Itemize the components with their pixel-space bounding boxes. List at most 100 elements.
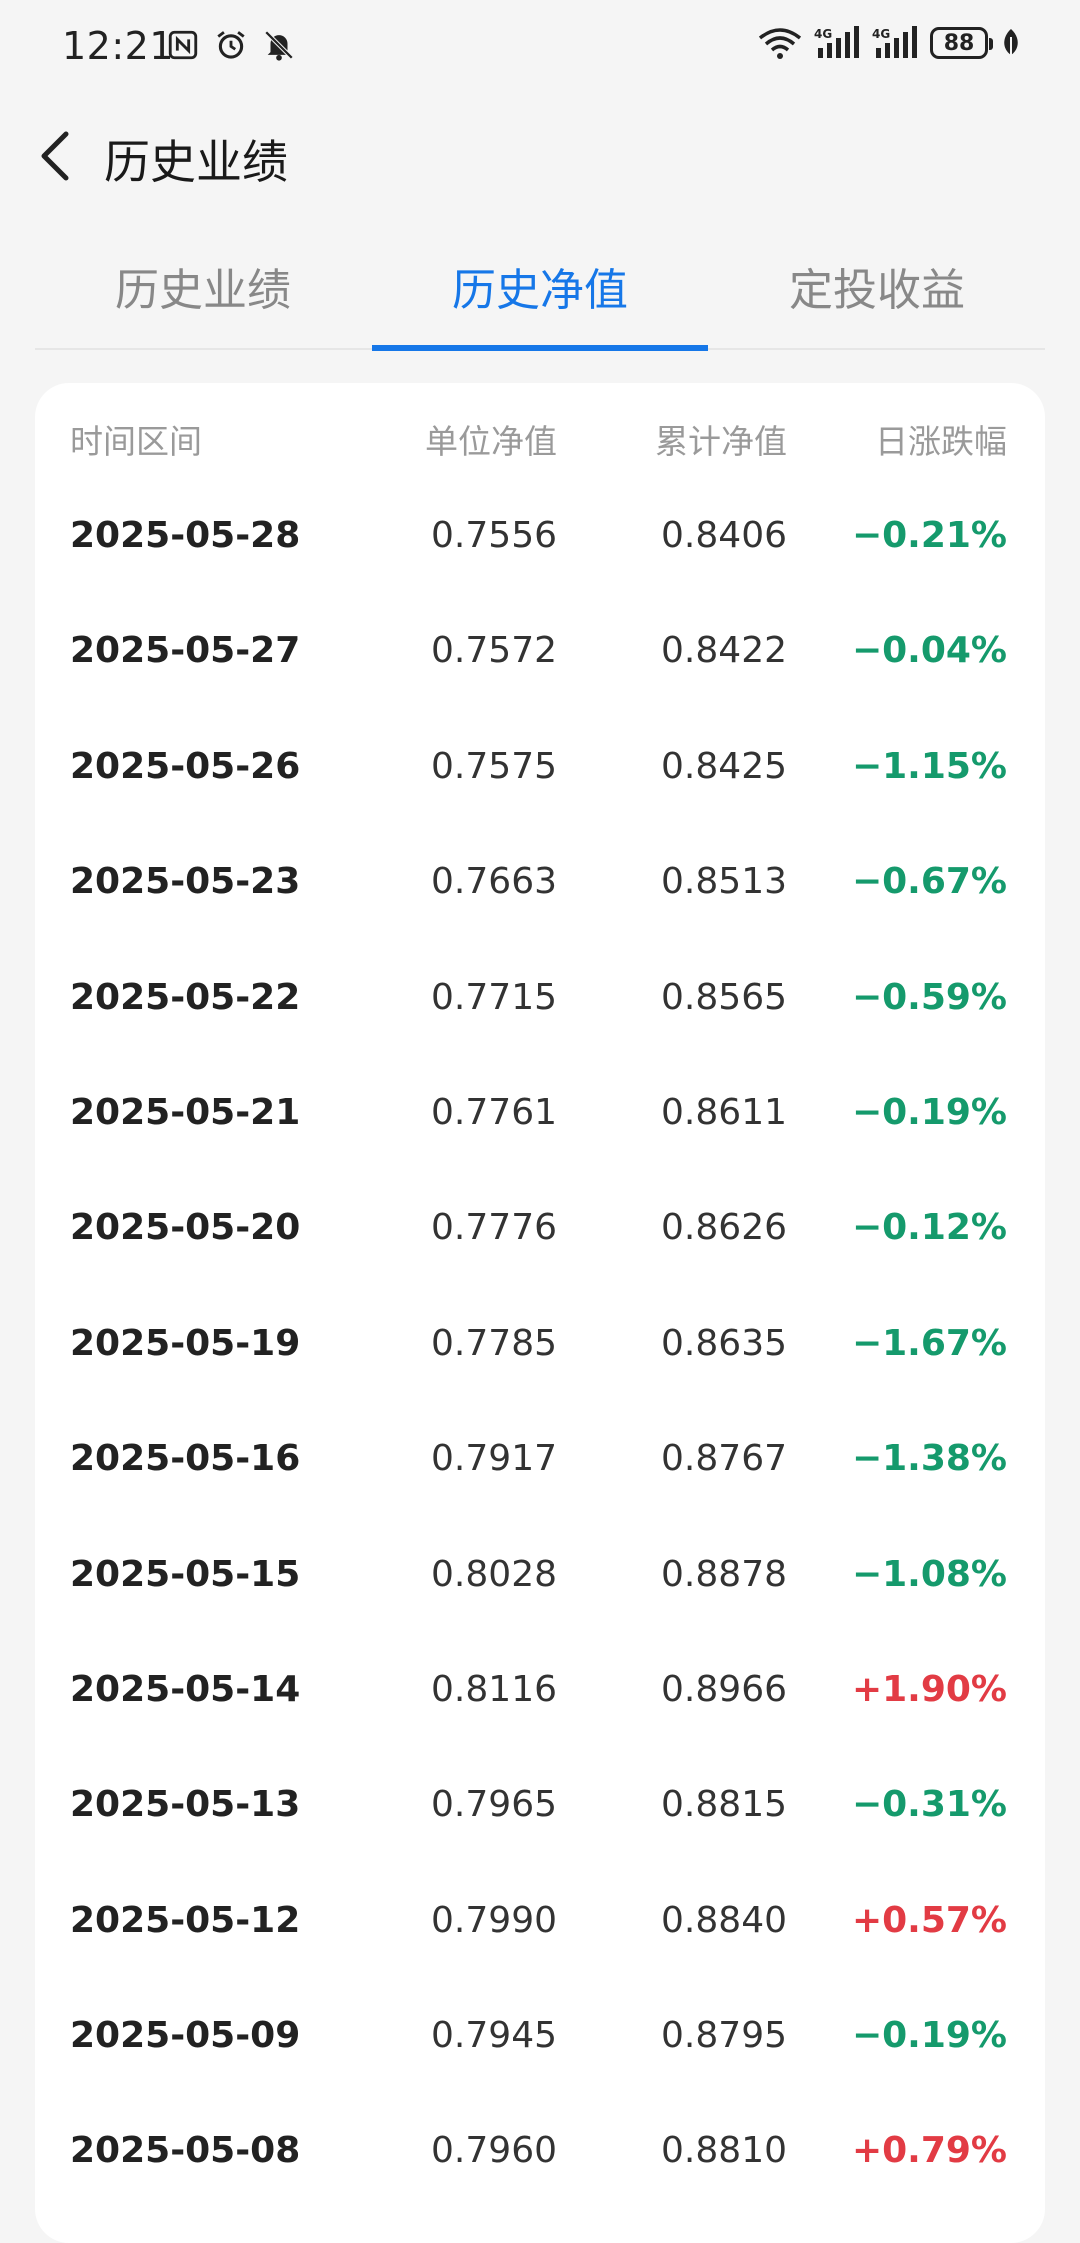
row-acc-nav: 0.8513: [661, 861, 787, 903]
row-date: 2025-05-28: [70, 515, 301, 556]
battery-icon: 88: [930, 27, 993, 59]
row-daily-change: −1.67%: [851, 1322, 1007, 1364]
row-daily-change: −0.67%: [851, 861, 1007, 903]
row-acc-nav: 0.8840: [661, 1899, 787, 1941]
leaf-icon: [1004, 29, 1018, 57]
row-date: 2025-05-12: [70, 1899, 301, 1941]
table-row[interactable]: 2025-05-16 0.7917 0.8767 −1.38%: [35, 1431, 1045, 1546]
row-daily-change: +0.79%: [851, 2130, 1007, 2172]
row-unit-nav: 0.7663: [431, 861, 557, 903]
row-acc-nav: 0.8635: [661, 1322, 787, 1364]
table-row[interactable]: 2025-05-23 0.7663 0.8513 −0.67%: [35, 854, 1045, 969]
table-row[interactable]: 2025-05-20 0.7776 0.8626 −0.12%: [35, 1200, 1045, 1315]
row-unit-nav: 0.7965: [431, 1784, 557, 1826]
row-acc-nav: 0.8611: [661, 1091, 787, 1133]
row-daily-change: −0.59%: [851, 976, 1007, 1018]
row-date: 2025-05-19: [70, 1322, 301, 1364]
bell-muted-icon: [264, 30, 294, 61]
row-date: 2025-05-20: [70, 1207, 301, 1249]
row-daily-change: −0.12%: [851, 1207, 1007, 1249]
signal-icon: 4G: [814, 26, 859, 58]
table-row[interactable]: 2025-05-19 0.7785 0.8635 −1.67%: [35, 1316, 1045, 1431]
row-unit-nav: 0.7990: [431, 1899, 557, 1941]
row-acc-nav: 0.8422: [661, 630, 787, 672]
row-unit-nav: 0.8028: [431, 1553, 557, 1595]
status-time: 12:21: [62, 24, 175, 68]
row-unit-nav: 0.7761: [431, 1091, 557, 1133]
row-daily-change: −0.31%: [851, 1784, 1007, 1826]
row-date: 2025-05-16: [70, 1438, 301, 1480]
table-row[interactable]: 2025-05-08 0.7960 0.8810 +0.79%: [35, 2123, 1045, 2238]
table-header: 时间区间 单位净值 累计净值 日涨跌幅: [35, 415, 1045, 475]
row-date: 2025-05-08: [70, 2130, 301, 2172]
tab-history-nav[interactable]: 历史净值: [452, 265, 628, 316]
row-acc-nav: 0.8795: [661, 2015, 787, 2057]
table-row[interactable]: 2025-05-13 0.7965 0.8815 −0.31%: [35, 1777, 1045, 1892]
row-daily-change: −1.38%: [851, 1438, 1007, 1480]
battery-level: 88: [943, 30, 975, 56]
row-acc-nav: 0.8966: [661, 1668, 787, 1710]
table-row[interactable]: 2025-05-28 0.7556 0.8406 −0.21%: [35, 508, 1045, 623]
row-unit-nav: 0.7945: [431, 2015, 557, 2057]
header-unit-nav: 单位净值: [425, 422, 557, 461]
svg-text:4G: 4G: [872, 27, 890, 41]
row-date: 2025-05-09: [70, 2015, 301, 2057]
row-date: 2025-05-21: [70, 1091, 301, 1133]
row-daily-change: −0.04%: [851, 630, 1007, 672]
row-date: 2025-05-13: [70, 1784, 301, 1826]
row-daily-change: −0.19%: [851, 1091, 1007, 1133]
row-unit-nav: 0.7556: [431, 515, 557, 556]
tab-auto-invest-return[interactable]: 定投收益: [789, 265, 965, 316]
row-date: 2025-05-27: [70, 630, 301, 672]
page-title: 历史业绩: [104, 135, 288, 189]
table-row[interactable]: 2025-05-15 0.8028 0.8878 −1.08%: [35, 1547, 1045, 1662]
row-date: 2025-05-26: [70, 745, 301, 787]
row-unit-nav: 0.7917: [431, 1438, 557, 1480]
alarm-icon: [217, 31, 245, 59]
header-daily-change: 日涨跌幅: [875, 422, 1007, 461]
row-unit-nav: 0.7776: [431, 1207, 557, 1249]
row-date: 2025-05-15: [70, 1553, 301, 1595]
row-date: 2025-05-14: [70, 1668, 301, 1710]
row-daily-change: −1.08%: [851, 1553, 1007, 1595]
row-date: 2025-05-22: [70, 976, 301, 1018]
back-arrow-icon[interactable]: [32, 128, 84, 184]
row-acc-nav: 0.8878: [661, 1553, 787, 1595]
active-tab-indicator: [372, 345, 708, 351]
table-row[interactable]: 2025-05-14 0.8116 0.8966 +1.90%: [35, 1662, 1045, 1777]
header-date: 时间区间: [70, 422, 202, 461]
table-row[interactable]: 2025-05-09 0.7945 0.8795 −0.19%: [35, 2008, 1045, 2123]
signal-icon: 4G: [872, 26, 917, 58]
row-unit-nav: 0.7785: [431, 1322, 557, 1364]
row-daily-change: +1.90%: [851, 1668, 1007, 1710]
row-daily-change: −0.19%: [851, 2015, 1007, 2057]
app-header: 历史业绩: [0, 110, 1080, 200]
nav-table-card: 时间区间 单位净值 累计净值 日涨跌幅 2025-05-28 0.7556 0.84…: [35, 383, 1045, 2243]
row-acc-nav: 0.8815: [661, 1784, 787, 1826]
table-row[interactable]: 2025-05-12 0.7990 0.8840 +0.57%: [35, 1893, 1045, 2008]
row-acc-nav: 0.8565: [661, 976, 787, 1018]
tab-bar: 历史业绩 历史净值 定投收益: [35, 240, 1045, 351]
wifi-icon: [758, 28, 802, 59]
status-right-icons: 4G 4G 88: [758, 26, 1022, 60]
row-acc-nav: 0.8810: [661, 2130, 787, 2172]
row-daily-change: −1.15%: [851, 745, 1007, 787]
row-date: 2025-05-23: [70, 861, 301, 903]
table-row[interactable]: 2025-05-22 0.7715 0.8565 −0.59%: [35, 970, 1045, 1085]
row-acc-nav: 0.8626: [661, 1207, 787, 1249]
table-row[interactable]: 2025-05-27 0.7572 0.8422 −0.04%: [35, 623, 1045, 738]
table-body: 2025-05-28 0.7556 0.8406 −0.21% 2025-05-27 0.…: [35, 508, 1045, 2239]
status-left-icons: [166, 28, 296, 62]
row-acc-nav: 0.8425: [661, 745, 787, 787]
nfc-icon: [168, 30, 198, 60]
row-unit-nav: 0.8116: [431, 1668, 557, 1710]
header-acc-nav: 累计净值: [655, 422, 787, 461]
status-bar: 12:21 4G: [0, 0, 1080, 90]
table-row[interactable]: 2025-05-26 0.7575 0.8425 −1.15%: [35, 739, 1045, 854]
tab-history-performance[interactable]: 历史业绩: [115, 265, 291, 316]
table-row[interactable]: 2025-05-21 0.7761 0.8611 −0.19%: [35, 1085, 1045, 1200]
row-unit-nav: 0.7575: [431, 745, 557, 787]
row-unit-nav: 0.7572: [431, 630, 557, 672]
svg-text:4G: 4G: [814, 27, 832, 41]
row-unit-nav: 0.7715: [431, 976, 557, 1018]
